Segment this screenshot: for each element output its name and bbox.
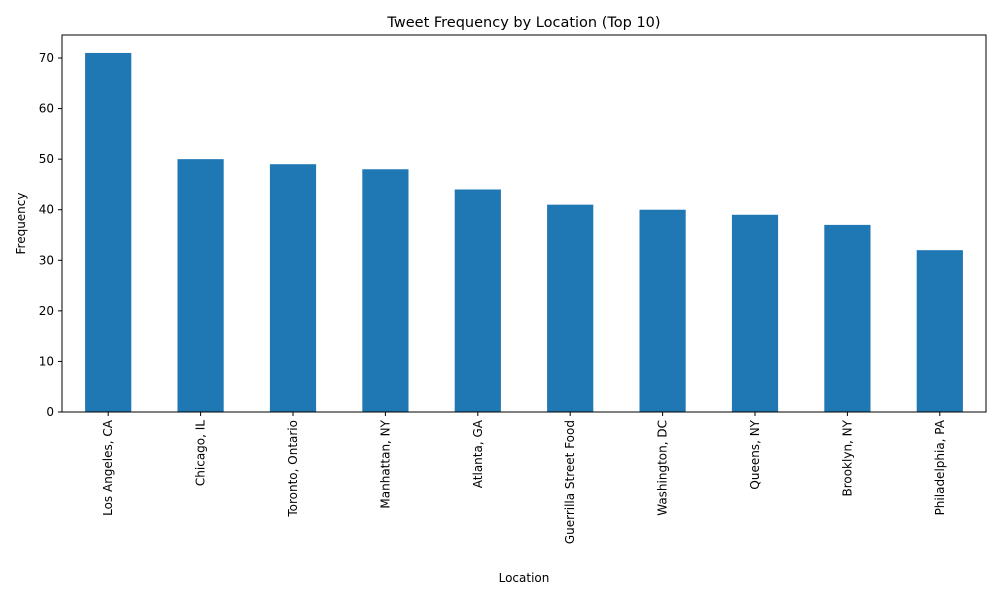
bar bbox=[454, 189, 501, 412]
x-tick-label: Queens, NY bbox=[748, 419, 762, 489]
bar bbox=[269, 164, 317, 412]
y-tick-label: 70 bbox=[39, 51, 54, 65]
x-tick-label: Brooklyn, NY bbox=[840, 419, 854, 496]
bar bbox=[639, 209, 686, 412]
x-tick-label: Atlanta, GA bbox=[471, 419, 485, 488]
x-tick-label: Toronto, Ontario bbox=[286, 420, 300, 518]
x-axis: Los Angeles, CA Chicago, IL Toronto, Ontar… bbox=[101, 412, 947, 544]
x-tick-label: Guerrilla Street Food bbox=[563, 420, 577, 544]
y-tick-label: 0 bbox=[46, 405, 54, 419]
bar bbox=[824, 224, 871, 412]
chart-title: Tweet Frequency by Location (Top 10) bbox=[386, 15, 660, 31]
bar bbox=[85, 52, 132, 412]
y-tick-label: 60 bbox=[39, 102, 54, 116]
bar bbox=[362, 169, 409, 412]
x-tick-label: Manhattan, NY bbox=[378, 419, 392, 508]
y-tick-label: 30 bbox=[39, 253, 54, 267]
y-axis-title: Frequency bbox=[14, 193, 28, 255]
y-tick-label: 40 bbox=[39, 203, 54, 217]
x-tick-label: Chicago, IL bbox=[194, 420, 208, 486]
bar bbox=[547, 204, 594, 412]
bars-layer bbox=[85, 52, 963, 412]
x-tick-label: Philadelphia, PA bbox=[933, 419, 947, 515]
y-tick-label: 20 bbox=[39, 304, 54, 318]
y-axis: 0 10 20 30 40 50 60 70 bbox=[39, 51, 62, 419]
bar bbox=[916, 250, 963, 412]
bar bbox=[731, 214, 779, 412]
x-tick-label: Los Angeles, CA bbox=[101, 419, 115, 516]
y-tick-label: 50 bbox=[39, 152, 54, 166]
bar bbox=[177, 159, 224, 412]
y-tick-label: 10 bbox=[39, 354, 54, 368]
x-tick-label: Washington, DC bbox=[656, 420, 670, 516]
plot-frame bbox=[61, 34, 987, 413]
x-axis-title: Location bbox=[499, 571, 550, 585]
